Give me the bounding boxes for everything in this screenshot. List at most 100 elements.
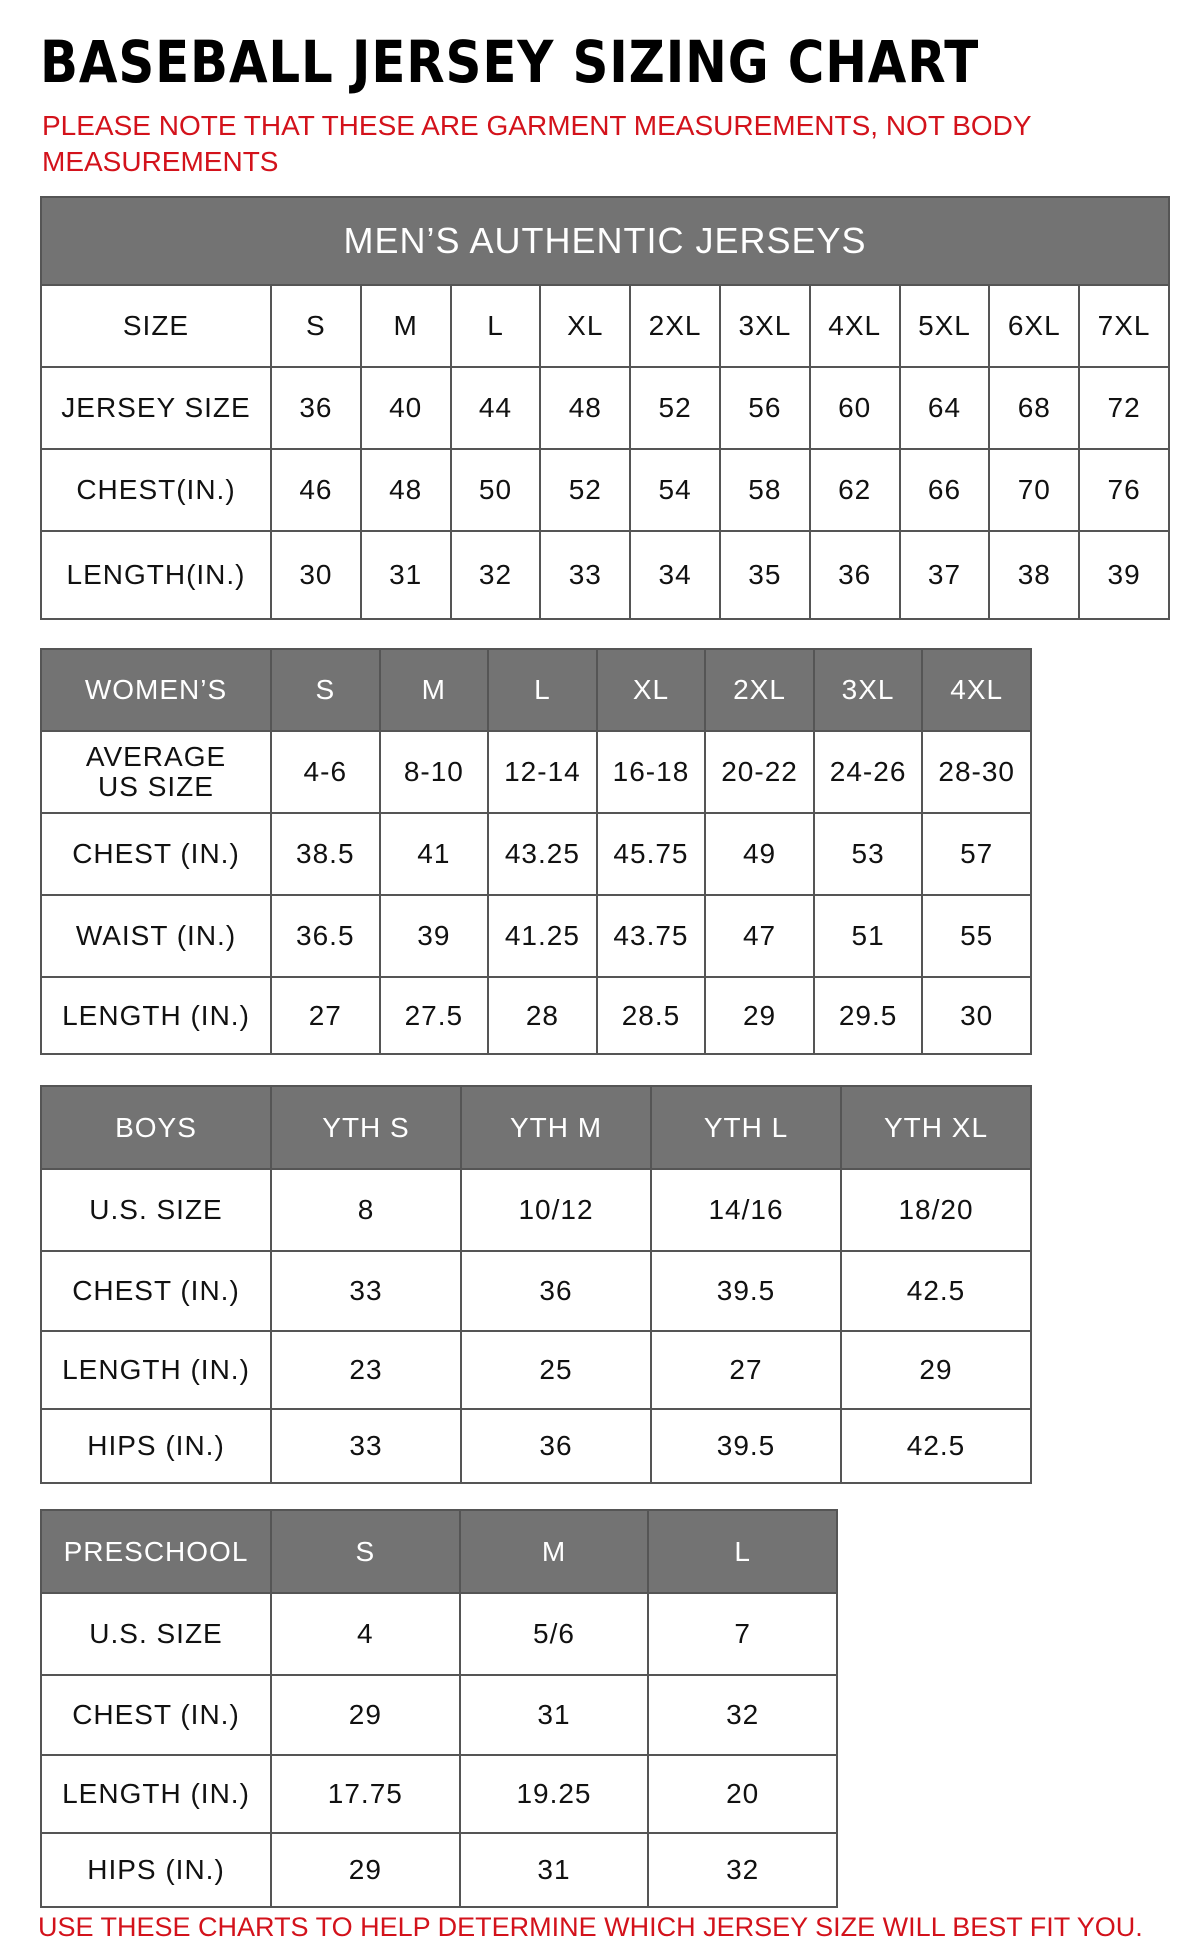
column-header: M — [378, 648, 490, 732]
table-cell: 4 — [270, 1592, 461, 1676]
table-cell: 55 — [921, 894, 1032, 978]
table-cell: 8 — [270, 1168, 462, 1252]
row-label: SIZE — [40, 284, 272, 368]
table-cell: 17.75 — [270, 1754, 461, 1834]
column-header: YTH S — [270, 1085, 462, 1170]
row-label: LENGTH (IN.) — [40, 1330, 272, 1410]
table-cell: 28-30 — [921, 730, 1032, 814]
table-cell: 30 — [270, 530, 362, 620]
table-cell: 12-14 — [487, 730, 598, 814]
table-cell: 42.5 — [840, 1408, 1032, 1484]
column-header: S — [270, 648, 381, 732]
table-cell: 7 — [647, 1592, 838, 1676]
column-header: BOYS — [40, 1085, 272, 1170]
table-cell: 19.25 — [458, 1754, 650, 1834]
column-header: YTH L — [650, 1085, 842, 1170]
table-cell: 33 — [539, 530, 632, 620]
mens-table: MEN’S AUTHENTIC JERSEYS SIZE S M L XL 2XL 3XL 4X… — [40, 196, 1170, 620]
table-cell: 39.5 — [650, 1250, 842, 1332]
table-cell: 36.5 — [270, 894, 381, 978]
table-cell: 36 — [270, 366, 362, 450]
table-cell: 6XL — [988, 284, 1081, 368]
column-header: 4XL — [921, 648, 1032, 732]
column-header: S — [270, 1509, 461, 1594]
table-cell: 53 — [812, 812, 924, 896]
table-row: U.S. SIZE 4 5/6 7 — [40, 1592, 838, 1676]
row-label: AVERAGE US SIZE — [40, 730, 272, 814]
header-row: PRESCHOOL S M L — [40, 1509, 838, 1594]
table-cell: 23 — [270, 1330, 462, 1410]
column-header: PRESCHOOL — [40, 1509, 272, 1594]
table-row: WAIST (IN.) 36.5 39 41.25 43.75 47 51 55 — [40, 894, 1032, 978]
row-label: LENGTH(IN.) — [40, 530, 272, 620]
table-cell: 29 — [270, 1674, 461, 1756]
table-row: LENGTH (IN.) 23 25 27 29 — [40, 1330, 1032, 1410]
table-cell: 5XL — [898, 284, 991, 368]
table-cell: 36 — [460, 1250, 652, 1332]
column-header: XL — [595, 648, 707, 732]
womens-table: WOMEN’S S M L XL 2XL 3XL 4XL AVERAGE US SIZE 4-6 8… — [40, 648, 1032, 1055]
table-cell: 48 — [539, 366, 632, 450]
table-cell: 29 — [840, 1330, 1032, 1410]
table-cell: 36 — [460, 1408, 652, 1484]
row-label: U.S. SIZE — [40, 1168, 272, 1252]
table-cell: 7XL — [1078, 284, 1170, 368]
table-cell: 48 — [359, 448, 452, 532]
table-cell: 39 — [1078, 530, 1170, 620]
table-row: HIPS (IN.) 29 31 32 — [40, 1832, 838, 1908]
table-cell: 4-6 — [270, 730, 381, 814]
table-cell: 38.5 — [270, 812, 381, 896]
table-cell: S — [270, 284, 362, 368]
table-cell: 2XL — [629, 284, 721, 368]
table-cell: 31 — [458, 1832, 650, 1908]
header-row: WOMEN’S S M L XL 2XL 3XL 4XL — [40, 648, 1032, 732]
table-row: LENGTH (IN.) 27 27.5 28 28.5 29 29.5 30 — [40, 976, 1032, 1055]
table-row: LENGTH(IN.) 30 31 32 33 34 35 36 37 38 39 — [40, 530, 1170, 620]
table-cell: 29 — [704, 976, 815, 1055]
header-row: BOYS YTH S YTH M YTH L YTH XL — [40, 1085, 1032, 1170]
column-header: L — [487, 648, 598, 732]
table-cell: XL — [539, 284, 632, 368]
table-cell: 10/12 — [460, 1168, 652, 1252]
row-label: HIPS (IN.) — [40, 1408, 272, 1484]
table-cell: 16-18 — [595, 730, 707, 814]
table-row: HIPS (IN.) 33 36 39.5 42.5 — [40, 1408, 1032, 1484]
table-cell: 49 — [704, 812, 815, 896]
table-cell: 32 — [647, 1832, 838, 1908]
table-cell: 56 — [718, 366, 811, 450]
table-cell: 34 — [629, 530, 721, 620]
table-cell: 47 — [704, 894, 815, 978]
table-cell: 51 — [812, 894, 924, 978]
row-label: JERSEY SIZE — [40, 366, 272, 450]
table-row: AVERAGE US SIZE 4-6 8-10 12-14 16-18 20-22 24-… — [40, 730, 1032, 814]
page-title: BASEBALL JERSEY SIZING CHART — [40, 28, 980, 96]
row-label: CHEST (IN.) — [40, 1674, 272, 1756]
table-cell: 5/6 — [458, 1592, 650, 1676]
table-cell: 50 — [449, 448, 542, 532]
table-cell: 41.25 — [487, 894, 598, 978]
table-cell: 76 — [1078, 448, 1170, 532]
garment-note: PLEASE NOTE THAT THESE ARE GARMENT MEASU… — [42, 110, 1032, 177]
table-cell: M — [359, 284, 452, 368]
row-label: U.S. SIZE — [40, 1592, 272, 1676]
table-row: CHEST (IN.) 38.5 41 43.25 45.75 49 53 57 — [40, 812, 1032, 896]
table-cell: 40 — [359, 366, 452, 450]
table-cell: 64 — [898, 366, 991, 450]
table-cell: 32 — [449, 530, 542, 620]
table-cell: 25 — [460, 1330, 652, 1410]
row-label: HIPS (IN.) — [40, 1832, 272, 1908]
table-cell: 57 — [921, 812, 1032, 896]
row-label: LENGTH (IN.) — [40, 976, 272, 1055]
table-row: LENGTH (IN.) 17.75 19.25 20 — [40, 1754, 838, 1834]
table-cell: 39.5 — [650, 1408, 842, 1484]
table-cell: 4XL — [808, 284, 901, 368]
table-row: CHEST (IN.) 29 31 32 — [40, 1674, 838, 1756]
table-cell: 8-10 — [378, 730, 490, 814]
column-header: YTH XL — [840, 1085, 1032, 1170]
table-cell: 28.5 — [595, 976, 707, 1055]
table-cell: 33 — [270, 1408, 462, 1484]
table-row: CHEST (IN.) 33 36 39.5 42.5 — [40, 1250, 1032, 1332]
column-header: L — [647, 1509, 838, 1594]
table-cell: 28 — [487, 976, 598, 1055]
table-cell: L — [449, 284, 542, 368]
